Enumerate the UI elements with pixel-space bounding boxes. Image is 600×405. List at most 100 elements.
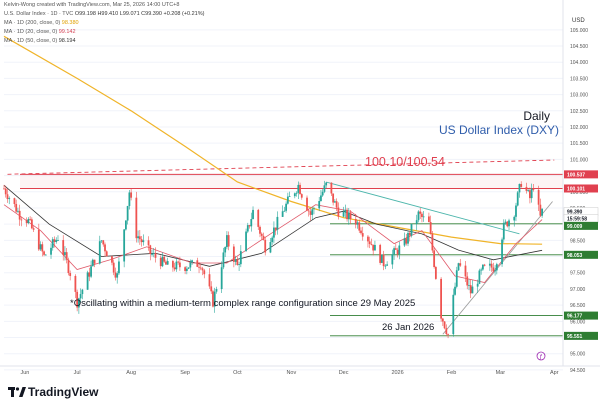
candlestick-series — [3, 180, 544, 339]
candle-body — [178, 262, 181, 268]
candle-body — [177, 261, 180, 263]
candle-body — [105, 251, 108, 257]
candle-body — [421, 213, 423, 217]
candle-body — [379, 244, 382, 263]
candle-body — [537, 189, 540, 205]
symbol-legend: U.S. Dollar Index · 1D · TVC O99.198 H99… — [4, 11, 204, 17]
price-tag-support — [564, 331, 598, 340]
candle-body — [285, 203, 288, 211]
candle-body — [118, 261, 120, 274]
candle-body — [539, 204, 542, 216]
candle-body — [471, 286, 474, 294]
candle-body — [86, 272, 89, 290]
candle-body — [152, 253, 155, 254]
candle-body — [480, 269, 483, 271]
candle-body — [318, 201, 321, 209]
candle-body — [361, 233, 364, 237]
candle-body — [91, 259, 94, 267]
candle-body — [102, 240, 105, 245]
time-tick-label: Mar — [496, 370, 506, 376]
ma200-legend[interactable]: MA · 1D (200, close, 0) 98.380 — [4, 20, 79, 26]
candle-body — [123, 229, 126, 262]
candle-body — [502, 222, 505, 240]
event-marker-icon: ƒ — [536, 351, 546, 361]
ma20-line — [3, 204, 543, 283]
candle-body — [419, 211, 422, 214]
candle-body — [360, 230, 362, 234]
candle-body — [382, 254, 385, 267]
candle-body — [527, 190, 530, 192]
tradingview-logo-icon — [8, 387, 26, 397]
candle-body — [286, 196, 289, 204]
price-tick-label: 98.500 — [570, 238, 586, 244]
index-title: US Dollar Index (DXY) — [439, 123, 559, 137]
price-tick-label: 96.500 — [570, 303, 586, 309]
candle-body — [445, 328, 448, 335]
time-tick-label: Nov — [286, 370, 296, 376]
candle-body — [126, 206, 129, 221]
candle-body — [307, 210, 310, 212]
candle-body — [295, 192, 298, 194]
candle-body — [466, 276, 469, 286]
dxy-chart: USD94.50095.00095.50096.00096.50097.0009… — [0, 0, 600, 376]
candle-body — [333, 201, 336, 203]
tradingview-logo[interactable]: TradingView — [8, 385, 98, 399]
candle-body — [422, 216, 425, 218]
price-tag-support — [564, 250, 598, 259]
candle-body — [321, 191, 324, 196]
candle-body — [429, 222, 432, 234]
tradingview-brand: TradingView — [28, 385, 99, 399]
candle-body — [428, 216, 430, 223]
price-tag-label: 99.009 — [567, 224, 583, 230]
candle-body — [337, 207, 340, 217]
price-tag-label: 98.053 — [567, 253, 583, 259]
candle-body — [490, 263, 493, 268]
candle-body — [112, 262, 115, 273]
candle-body — [128, 192, 131, 207]
candle-body — [346, 209, 348, 220]
candle-body — [203, 270, 206, 275]
candle-body — [210, 286, 213, 292]
candle-body — [513, 216, 516, 221]
candle-body — [481, 264, 484, 270]
candle-body — [306, 197, 308, 211]
candle-body — [384, 265, 387, 267]
candle-body — [529, 190, 531, 199]
ma20-legend[interactable]: MA · 1D (20, close, 0) 99.142 — [4, 29, 76, 35]
ma50-legend[interactable]: MA · 1D (50, close, 0) 98.194 — [4, 38, 76, 44]
candle-body — [464, 265, 467, 277]
candle-body — [50, 247, 52, 255]
candle-body — [441, 318, 444, 322]
candle-body — [417, 211, 420, 221]
ma50-line — [3, 184, 543, 267]
candle-body — [137, 236, 139, 239]
candle-body — [163, 256, 166, 262]
candle-body — [27, 218, 30, 224]
candle-body — [224, 247, 227, 253]
candle-body — [495, 264, 498, 271]
time-tick-label: Jun — [20, 370, 29, 376]
ma50-series — [3, 184, 543, 267]
candle-body — [62, 240, 65, 255]
candle-body — [30, 219, 33, 229]
price-tick-label: 103.500 — [570, 76, 588, 82]
time-tick-label: Oct — [233, 370, 242, 376]
candle-body — [69, 273, 72, 276]
candle-body — [469, 285, 472, 294]
candle-body — [43, 251, 45, 255]
candle-body — [8, 198, 11, 200]
candle-body — [262, 235, 265, 240]
footer: TradingView — [0, 378, 600, 405]
candle-body — [185, 268, 188, 271]
candle-body — [151, 253, 153, 255]
candle-body — [39, 244, 42, 250]
price-tick-label: 104.500 — [570, 44, 588, 50]
ma200-series — [3, 35, 543, 245]
candle-body — [323, 185, 326, 192]
candle-body — [454, 286, 456, 295]
ma20-series — [3, 204, 543, 283]
candle-body — [257, 209, 260, 227]
time-tick-label: Dec — [339, 370, 349, 376]
price-tick-label: 104.000 — [570, 60, 588, 66]
candle-body — [159, 257, 162, 267]
